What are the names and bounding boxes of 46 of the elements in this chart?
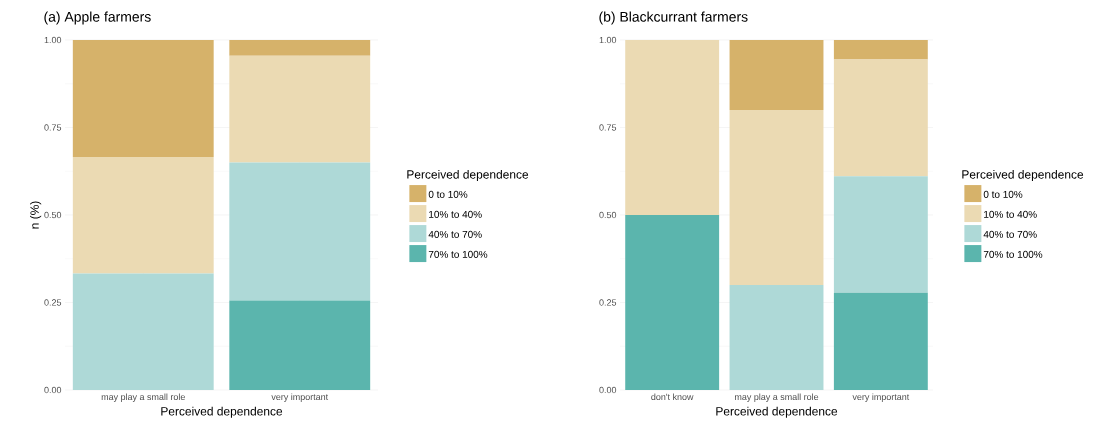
- bar: [72, 40, 214, 157]
- bar: [229, 40, 371, 56]
- bar: [729, 40, 824, 110]
- legend-label: 10% to 40%: [429, 210, 482, 218]
- y-tick-label: 0.75: [599, 124, 617, 131]
- bar: [625, 215, 720, 390]
- y-axis-title: n (%): [30, 201, 42, 229]
- bar: [229, 300, 371, 390]
- chart-title: (a) Apple farmers: [44, 11, 151, 25]
- x-axis-title: Perceived dependence: [161, 406, 283, 418]
- x-axis-title: Perceived dependence: [716, 406, 838, 418]
- legend-label: 10% to 40%: [984, 210, 1037, 218]
- x-tick-label: very important: [271, 393, 329, 402]
- legend-title: Perceived dependence: [962, 169, 1084, 182]
- bar: [729, 110, 824, 285]
- x-tick-label: may play a small role: [735, 393, 819, 402]
- y-tick-label: 0.50: [599, 211, 617, 219]
- legend-label: 0 to 10%: [983, 190, 1023, 198]
- x-tick-label: don't know: [651, 393, 694, 401]
- bar: [833, 292, 928, 390]
- legend-label: 0 to 10%: [428, 190, 468, 198]
- y-tick-label: 0.00: [44, 386, 62, 394]
- y-tick-label: 0.75: [44, 124, 62, 131]
- legend-label: 70% to 100%: [983, 250, 1043, 258]
- bar: [72, 273, 214, 390]
- legend-title: Perceived dependence: [407, 169, 529, 182]
- bar: [833, 40, 928, 60]
- bar: [833, 59, 928, 177]
- y-tick-label: 0.00: [599, 386, 617, 394]
- bar: [625, 40, 720, 215]
- legend-label: 40% to 70%: [428, 230, 482, 238]
- bar: [729, 285, 824, 390]
- legend-label: 70% to 100%: [428, 250, 488, 258]
- y-tick-label: 0.50: [44, 211, 62, 219]
- chart-title: (b) Blackcurrant farmers: [599, 11, 748, 25]
- y-tick-label: 1.00: [44, 36, 62, 44]
- bar: [833, 176, 928, 293]
- x-tick-label: may play a small role: [101, 393, 185, 402]
- x-tick-label: very important: [852, 393, 910, 402]
- y-tick-label: 0.25: [44, 299, 62, 306]
- bar: [229, 55, 371, 163]
- bar: [229, 162, 371, 301]
- bar: [72, 156, 214, 274]
- y-tick-label: 1.00: [599, 36, 617, 44]
- legend-label: 40% to 70%: [983, 230, 1037, 238]
- y-tick-label: 0.25: [599, 299, 617, 306]
